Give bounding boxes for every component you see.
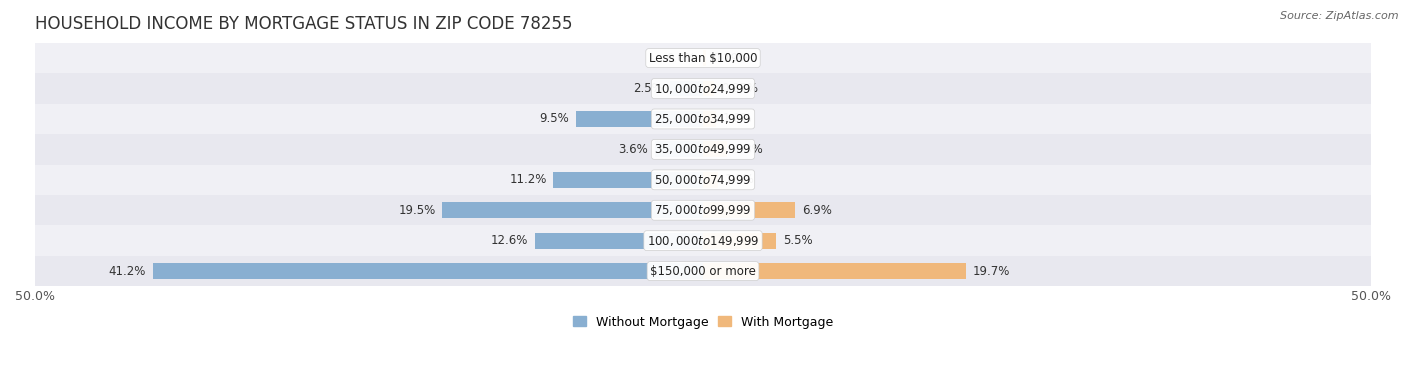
- Text: $150,000 or more: $150,000 or more: [650, 265, 756, 277]
- Text: 19.7%: 19.7%: [973, 265, 1011, 277]
- Text: $50,000 to $74,999: $50,000 to $74,999: [654, 173, 752, 187]
- Text: 2.5%: 2.5%: [633, 82, 662, 95]
- Text: $25,000 to $34,999: $25,000 to $34,999: [654, 112, 752, 126]
- Text: 11.2%: 11.2%: [509, 174, 547, 186]
- Bar: [703, 263, 966, 279]
- Text: $100,000 to $149,999: $100,000 to $149,999: [647, 234, 759, 248]
- Text: Source: ZipAtlas.com: Source: ZipAtlas.com: [1281, 11, 1399, 21]
- Bar: [703, 233, 776, 249]
- Bar: [35, 104, 1371, 134]
- Text: $10,000 to $24,999: $10,000 to $24,999: [654, 82, 752, 96]
- Bar: [703, 81, 714, 96]
- Bar: [35, 43, 1371, 73]
- Text: 41.2%: 41.2%: [108, 265, 146, 277]
- Text: 12.6%: 12.6%: [491, 234, 529, 247]
- Bar: [35, 256, 1371, 286]
- Text: 1.0%: 1.0%: [723, 113, 752, 125]
- Text: Less than $10,000: Less than $10,000: [648, 52, 758, 65]
- Text: 1.1%: 1.1%: [724, 174, 754, 186]
- Bar: [534, 233, 703, 249]
- Bar: [35, 73, 1371, 104]
- Text: 0.0%: 0.0%: [666, 52, 696, 65]
- Text: 1.8%: 1.8%: [734, 143, 763, 156]
- Bar: [703, 111, 717, 127]
- Text: HOUSEHOLD INCOME BY MORTGAGE STATUS IN ZIP CODE 78255: HOUSEHOLD INCOME BY MORTGAGE STATUS IN Z…: [35, 15, 572, 33]
- Bar: [703, 202, 796, 218]
- Text: 0.19%: 0.19%: [713, 52, 749, 65]
- Text: 0.85%: 0.85%: [721, 82, 758, 95]
- Text: 5.5%: 5.5%: [783, 234, 813, 247]
- Text: 3.6%: 3.6%: [619, 143, 648, 156]
- Bar: [35, 225, 1371, 256]
- Bar: [703, 172, 717, 188]
- Bar: [443, 202, 703, 218]
- Bar: [655, 141, 703, 157]
- Bar: [35, 195, 1371, 225]
- Text: 6.9%: 6.9%: [801, 204, 832, 217]
- Bar: [576, 111, 703, 127]
- Bar: [554, 172, 703, 188]
- Text: $75,000 to $99,999: $75,000 to $99,999: [654, 203, 752, 217]
- Text: $35,000 to $49,999: $35,000 to $49,999: [654, 143, 752, 156]
- Text: 9.5%: 9.5%: [540, 113, 569, 125]
- Text: 19.5%: 19.5%: [398, 204, 436, 217]
- Bar: [703, 50, 706, 66]
- Bar: [35, 164, 1371, 195]
- Bar: [669, 81, 703, 96]
- Bar: [35, 134, 1371, 164]
- Legend: Without Mortgage, With Mortgage: Without Mortgage, With Mortgage: [568, 311, 838, 334]
- Bar: [153, 263, 703, 279]
- Bar: [703, 141, 727, 157]
